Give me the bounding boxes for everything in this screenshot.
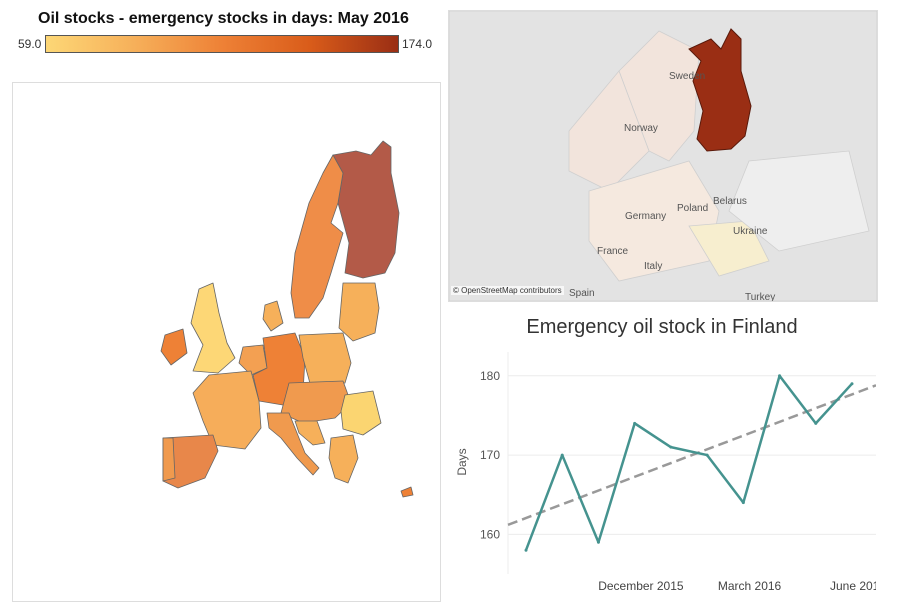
finland-highlight[interactable]	[688, 28, 752, 152]
data-point[interactable]	[596, 540, 600, 544]
place-label: France	[597, 246, 629, 257]
region-sweden[interactable]	[290, 154, 344, 319]
data-point[interactable]	[850, 382, 854, 386]
region-portugal[interactable]	[162, 437, 176, 482]
y-tick-label: 160	[480, 527, 500, 541]
data-point[interactable]	[741, 501, 745, 505]
data-point[interactable]	[524, 548, 528, 552]
region-poland[interactable]	[298, 332, 352, 388]
data-points	[524, 374, 854, 552]
region-croatia[interactable]	[294, 420, 326, 446]
place-label: Sweden	[669, 71, 705, 82]
x-tick-labels: December 2015 March 2016 June 2016	[598, 579, 876, 593]
region-uk[interactable]	[190, 282, 236, 374]
trend-line	[507, 384, 876, 527]
place-label: Ukraine	[733, 226, 768, 237]
legend-min-label: 59.0	[18, 37, 42, 51]
dashboard-title: Oil stocks - emergency stocks in days: M…	[38, 10, 409, 27]
series-line	[524, 374, 853, 551]
place-label: Italy	[644, 261, 662, 272]
data-point[interactable]	[669, 445, 673, 449]
place-label: Poland	[677, 203, 708, 214]
y-tick-labels: 160 170 180	[480, 369, 500, 542]
place-label: Germany	[625, 211, 666, 222]
region-central[interactable]	[280, 380, 352, 424]
region-finland[interactable]	[332, 140, 400, 279]
x-tick-label: June 2016	[830, 579, 876, 593]
place-label: Norway	[624, 123, 658, 134]
region-baltics[interactable]	[338, 282, 380, 342]
place-labels: Sweden Norway Belarus Germany Poland Ukr…	[569, 71, 775, 301]
place-label: Turkey	[745, 292, 775, 301]
data-point[interactable]	[633, 421, 637, 425]
region-romania-bulgaria[interactable]	[340, 390, 382, 436]
finland-line-chart: 160 170 180 Days December 2015 March 2016 Ju…	[455, 352, 876, 593]
x-tick-label: December 2015	[598, 579, 684, 593]
data-point[interactable]	[705, 453, 709, 457]
finland-map-svg: Sweden Norway Belarus Germany Poland Ukr…	[449, 11, 877, 301]
europe-map-svg	[160, 140, 414, 498]
finland-location-map[interactable]: Sweden Norway Belarus Germany Poland Ukr…	[448, 10, 878, 302]
data-point[interactable]	[814, 421, 818, 425]
data-point[interactable]	[560, 453, 564, 457]
place-label: Belarus	[713, 196, 747, 207]
region-cyprus[interactable]	[400, 486, 414, 498]
x-tick-label: March 2016	[718, 579, 782, 593]
region-italy[interactable]	[266, 412, 320, 476]
y-tick-label: 170	[480, 448, 500, 462]
europe-choropleth-map[interactable]	[12, 82, 441, 602]
place-label: Spain	[569, 288, 595, 299]
region-denmark[interactable]	[262, 300, 284, 332]
data-point[interactable]	[778, 374, 782, 378]
legend-max-label: 174.0	[402, 37, 433, 51]
region-benelux[interactable]	[238, 344, 268, 376]
y-tick-label: 180	[480, 369, 500, 383]
y-axis-label: Days	[455, 448, 469, 475]
chart-title: Emergency oil stock in Finland	[526, 316, 798, 338]
map-attribution[interactable]: © OpenStreetMap contributors	[451, 286, 564, 295]
region-greece[interactable]	[328, 434, 359, 484]
color-legend-bar	[45, 35, 399, 53]
region-france[interactable]	[192, 370, 262, 450]
region-ireland[interactable]	[160, 328, 188, 366]
